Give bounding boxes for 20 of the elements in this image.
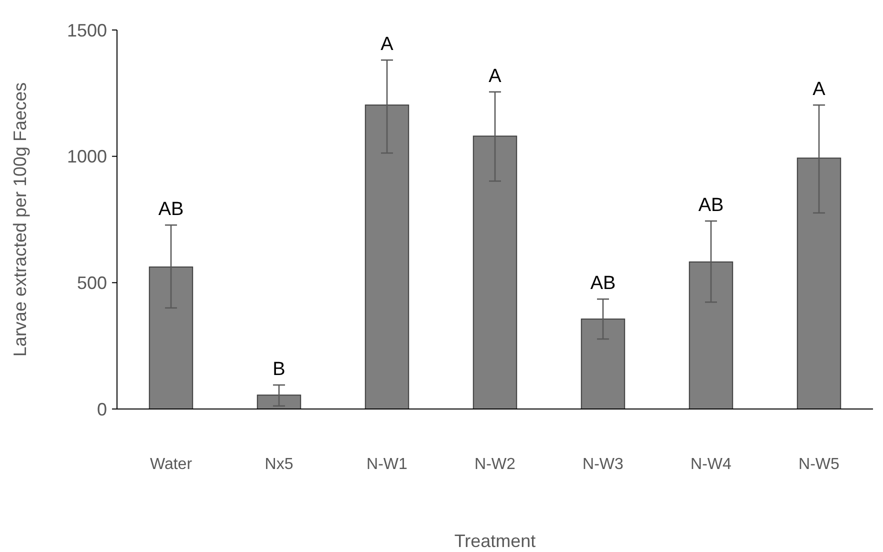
annotation: A bbox=[380, 34, 394, 56]
y-tick-label: 1000 bbox=[66, 146, 107, 167]
y-tick-label: 500 bbox=[76, 272, 107, 293]
annotation: B bbox=[272, 358, 286, 380]
y-tick-label: 1500 bbox=[66, 20, 107, 40]
x-axis-title: Treatment bbox=[454, 531, 536, 551]
annotation: AB bbox=[590, 273, 616, 294]
annotation: A bbox=[488, 66, 502, 87]
annotation: A bbox=[812, 79, 826, 100]
y-tick-label: 0 bbox=[96, 399, 107, 420]
x-tick-label: N-W1 bbox=[366, 456, 408, 473]
annotation: AB bbox=[158, 199, 184, 220]
x-tick-label: Nx5 bbox=[264, 456, 294, 473]
x-tick-label: Water bbox=[150, 456, 193, 473]
x-tick-label: N-W2 bbox=[474, 456, 516, 473]
y-axis-title: Larvae extracted per 100g Faeces bbox=[10, 82, 30, 357]
annotation: AB bbox=[698, 195, 724, 216]
x-tick-label: N-W4 bbox=[690, 456, 732, 473]
x-tick-label: N-W3 bbox=[582, 456, 624, 473]
x-tick-label: N-W5 bbox=[798, 456, 840, 473]
